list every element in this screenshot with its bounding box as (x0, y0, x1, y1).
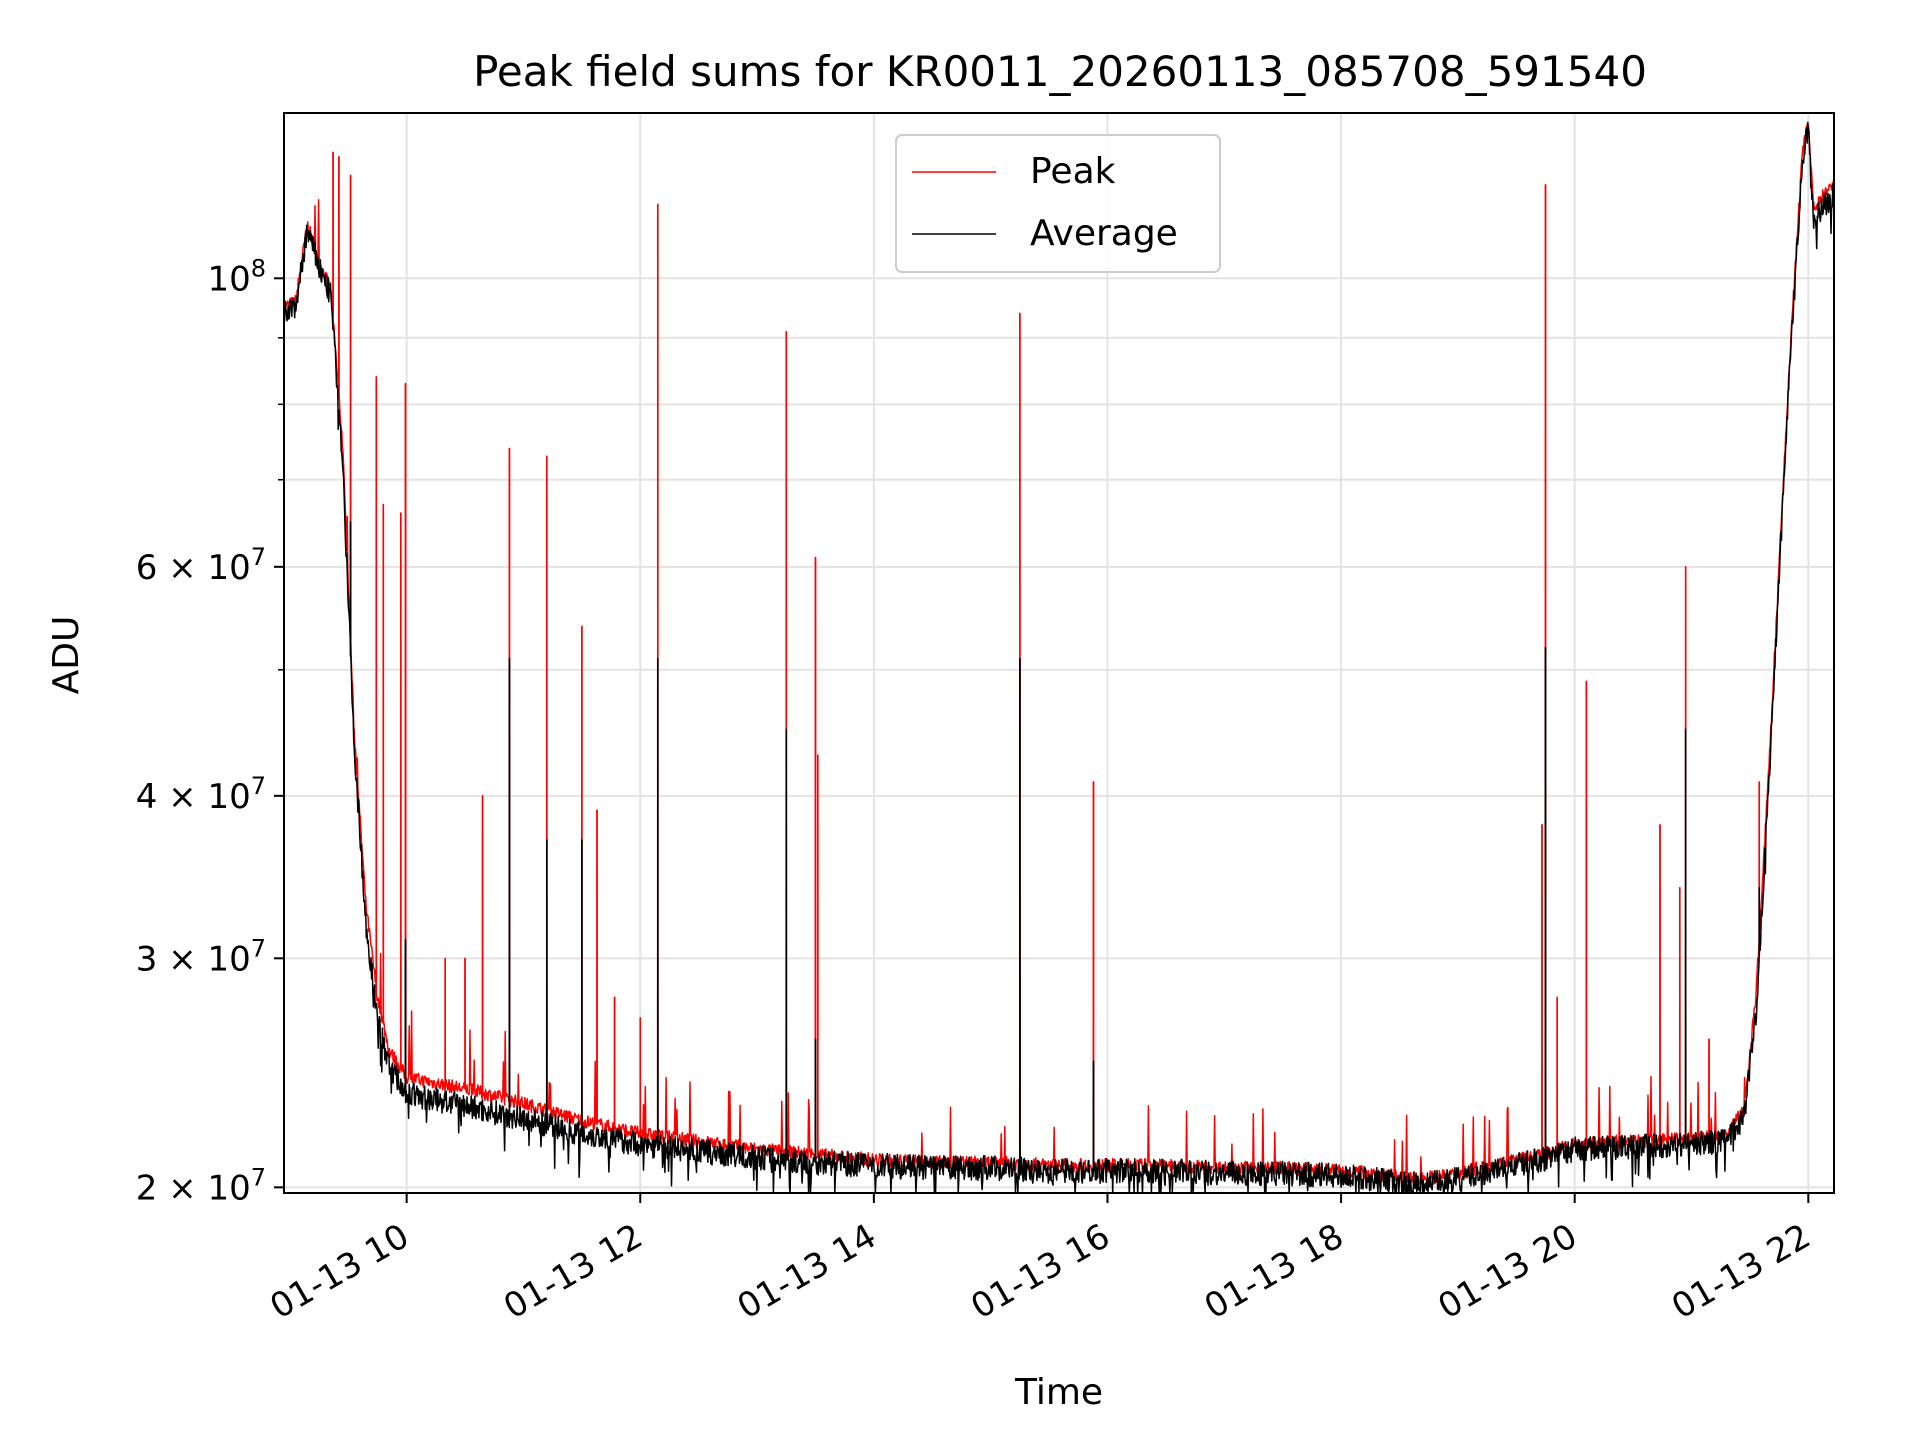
y-tick-label: 4 × 107 (136, 772, 266, 817)
y-tick-label: 108 (207, 254, 266, 299)
y-axis-label: ADU (46, 616, 87, 695)
legend: Peak Average (895, 134, 1221, 273)
chart-title: Peak field sums for KR0011_20260113_0857… (473, 47, 1647, 96)
plot-frame (283, 112, 1835, 1194)
y-tick-label: 6 × 107 (136, 543, 266, 588)
legend-peak-label: Peak (1030, 151, 1116, 192)
x-axis-label: Time (1014, 1372, 1103, 1413)
series-lines (283, 121, 1835, 1194)
legend-average-label: Average (1030, 213, 1178, 254)
y-tick-label: 3 × 107 (136, 934, 266, 979)
grid-lines (284, 113, 1834, 1193)
y-tick-label: 2 × 107 (136, 1163, 266, 1208)
series-line-average (283, 121, 1835, 1194)
legend-box (895, 134, 1221, 273)
